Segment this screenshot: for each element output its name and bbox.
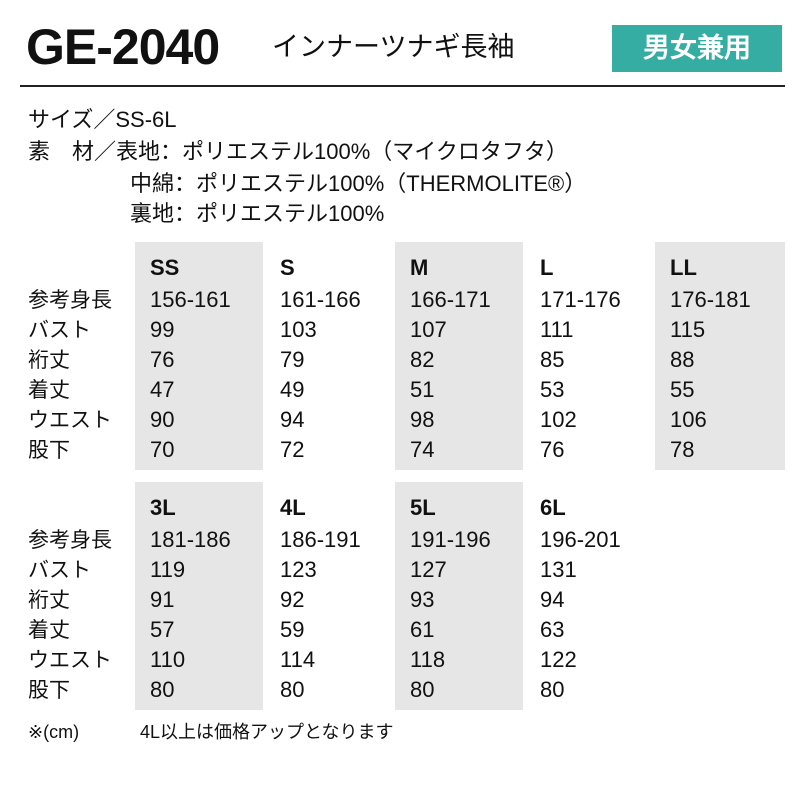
product-code: GE-2040 bbox=[26, 19, 220, 75]
cell: 98 bbox=[410, 407, 435, 432]
cell: 122 bbox=[540, 647, 577, 672]
cell: 114 bbox=[280, 647, 316, 672]
cell: 107 bbox=[410, 317, 447, 342]
cell: 79 bbox=[280, 347, 305, 372]
cell: 93 bbox=[410, 587, 435, 612]
cell: 76 bbox=[150, 347, 175, 372]
cell: 196-201 bbox=[540, 527, 621, 552]
divider bbox=[20, 85, 785, 87]
cell: 131 bbox=[540, 557, 577, 582]
cell: 156-161 bbox=[150, 287, 231, 312]
cell: 166-171 bbox=[410, 287, 491, 312]
cell: 72 bbox=[280, 437, 305, 462]
cell: 118 bbox=[410, 647, 446, 672]
badge: 男女兼用 bbox=[612, 25, 782, 72]
cell: 53 bbox=[540, 377, 565, 402]
size-header: 3L bbox=[150, 495, 176, 520]
cell: 80 bbox=[540, 677, 565, 702]
row-label: 股下 bbox=[28, 439, 70, 462]
size-header: L bbox=[540, 255, 554, 280]
cell: 82 bbox=[410, 347, 435, 372]
cell: 161-166 bbox=[280, 287, 361, 312]
cell: 57 bbox=[150, 617, 175, 642]
cell: 76 bbox=[540, 437, 565, 462]
cell: 94 bbox=[540, 587, 565, 612]
cell: 90 bbox=[150, 407, 175, 432]
footnote-unit: ※(cm) bbox=[28, 722, 80, 742]
row-label: ウエスト bbox=[28, 649, 112, 672]
cell: 186-191 bbox=[280, 527, 361, 552]
column-shade bbox=[135, 482, 263, 710]
cell: 181-186 bbox=[150, 527, 231, 552]
row-label: バスト bbox=[28, 559, 91, 582]
cell: 111 bbox=[540, 317, 574, 342]
column-shade bbox=[135, 242, 263, 470]
size-header: 5L bbox=[410, 495, 436, 520]
cell: 55 bbox=[670, 377, 695, 402]
column-shade bbox=[395, 482, 523, 710]
cell: 91 bbox=[150, 587, 175, 612]
spec-line: 素 材／表地：ポリエステル100%（マイクロタフタ） bbox=[28, 139, 568, 164]
row-label: 参考身長 bbox=[28, 289, 112, 312]
cell: 103 bbox=[280, 317, 317, 342]
cell: 85 bbox=[540, 347, 565, 372]
row-label: 裄丈 bbox=[28, 349, 70, 372]
size-header: LL bbox=[670, 255, 697, 280]
size-header: 4L bbox=[280, 495, 306, 520]
cell: 88 bbox=[670, 347, 695, 372]
size-header: SS bbox=[150, 255, 180, 280]
spec-line: 中綿：ポリエステル100%（THERMOLITE®） bbox=[130, 171, 587, 196]
cell: 49 bbox=[280, 377, 305, 402]
cell: 123 bbox=[280, 557, 317, 582]
product-name: インナーツナギ長袖 bbox=[272, 32, 515, 62]
cell: 80 bbox=[410, 677, 435, 702]
row-label: 着丈 bbox=[28, 619, 70, 642]
size-header: 6L bbox=[540, 495, 566, 520]
cell: 106 bbox=[670, 407, 707, 432]
size-header: S bbox=[280, 255, 295, 280]
cell: 80 bbox=[280, 677, 305, 702]
cell: 51 bbox=[410, 377, 435, 402]
cell: 47 bbox=[150, 377, 175, 402]
spec-line: 裏地：ポリエステル100% bbox=[130, 201, 385, 226]
cell: 94 bbox=[280, 407, 305, 432]
column-shade bbox=[655, 242, 785, 470]
row-label: 参考身長 bbox=[28, 529, 112, 552]
row-label: ウエスト bbox=[28, 409, 112, 432]
cell: 78 bbox=[670, 437, 695, 462]
cell: 63 bbox=[540, 617, 565, 642]
row-label: バスト bbox=[28, 319, 91, 342]
cell: 119 bbox=[150, 557, 186, 582]
spec-line: サイズ／SS-6L bbox=[28, 107, 177, 132]
cell: 102 bbox=[540, 407, 577, 432]
size-header: M bbox=[410, 255, 429, 280]
cell: 115 bbox=[670, 317, 706, 342]
column-shade bbox=[395, 242, 523, 470]
cell: 59 bbox=[280, 617, 305, 642]
row-label: 股下 bbox=[28, 679, 70, 702]
cell: 110 bbox=[150, 647, 186, 672]
cell: 80 bbox=[150, 677, 175, 702]
row-label: 裄丈 bbox=[28, 589, 70, 612]
cell: 61 bbox=[410, 617, 435, 642]
cell: 176-181 bbox=[670, 287, 751, 312]
cell: 70 bbox=[150, 437, 175, 462]
cell: 92 bbox=[280, 587, 305, 612]
row-label: 着丈 bbox=[28, 379, 70, 402]
cell: 127 bbox=[410, 557, 447, 582]
footnote-note: 4L以上は価格アップとなります bbox=[140, 722, 394, 742]
cell: 191-196 bbox=[410, 527, 491, 552]
cell: 74 bbox=[410, 437, 435, 462]
cell: 99 bbox=[150, 317, 175, 342]
cell: 171-176 bbox=[540, 287, 621, 312]
